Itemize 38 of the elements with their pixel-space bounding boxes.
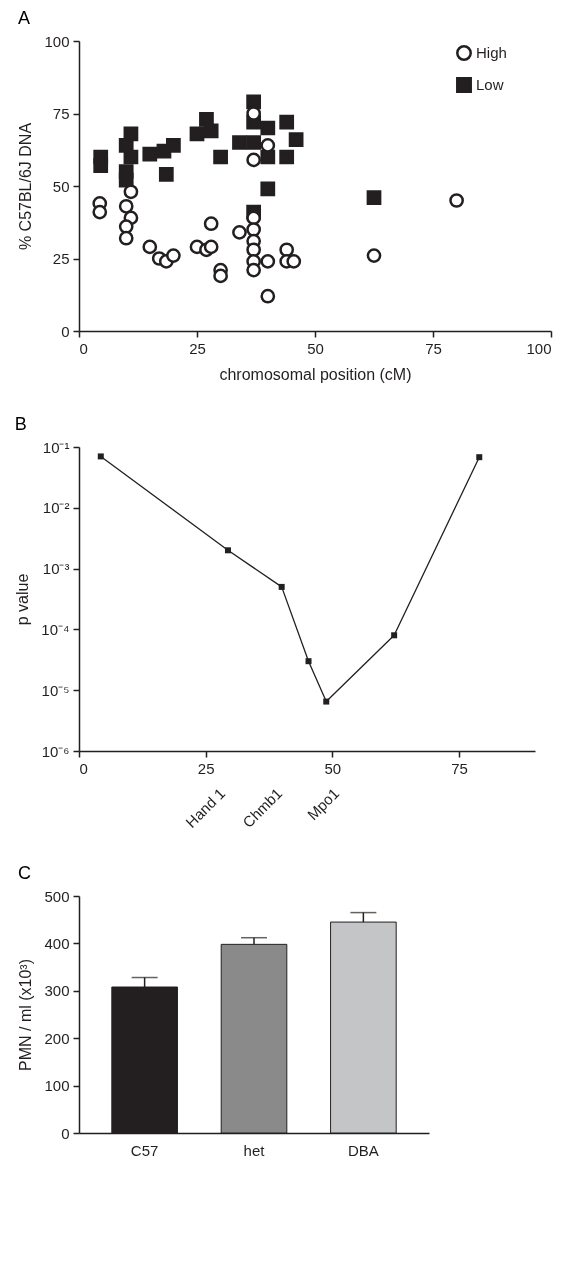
x-tick-label: 100 bbox=[526, 339, 552, 357]
y-tick-label: 10⁻⁵ bbox=[41, 681, 70, 699]
x-tick-label: 75 bbox=[425, 339, 442, 357]
y-tick-label: 100 bbox=[44, 32, 70, 50]
y-axis-title: PMN / ml (x10³) bbox=[17, 959, 35, 1071]
y-tick-label: 50 bbox=[52, 177, 70, 195]
y-tick-label: 75 bbox=[52, 105, 70, 122]
y-axis-title: % C57BL/6J DNA bbox=[17, 122, 35, 251]
y-tick-label: 10⁻⁶ bbox=[41, 742, 70, 760]
y-tick-label: 500 bbox=[44, 887, 70, 905]
x-tick-label: het bbox=[243, 1141, 266, 1159]
y-tick-label: 100 bbox=[44, 1077, 70, 1095]
y-axis-title: p value bbox=[14, 573, 32, 626]
y-tick-label: 10⁻³ bbox=[42, 560, 70, 578]
y-tick-label: 300 bbox=[44, 982, 70, 1000]
x-tick-label: C57 bbox=[130, 1141, 159, 1159]
y-tick-label: 10⁻² bbox=[42, 499, 70, 517]
x-tick-label: DBA bbox=[347, 1141, 379, 1159]
x-tick-label: 0 bbox=[79, 759, 88, 777]
x-axis-title: chromosomal position (cM) bbox=[219, 365, 412, 383]
x-tick-label: 0 bbox=[79, 339, 88, 357]
y-tick-label: 200 bbox=[44, 1029, 70, 1047]
chart-title: C bbox=[17, 863, 31, 883]
legend-label: Low bbox=[476, 76, 504, 93]
x-tick-label: 75 bbox=[451, 759, 468, 777]
x-tick-label: 50 bbox=[324, 759, 342, 777]
y-tick-label: 0 bbox=[61, 1124, 70, 1142]
x-tick-label: 50 bbox=[307, 339, 324, 357]
x-tick-label: 25 bbox=[197, 759, 215, 777]
x-tick-label: 25 bbox=[189, 339, 206, 357]
chart-title: B bbox=[14, 414, 27, 434]
y-tick-label: 10⁻⁴ bbox=[41, 620, 70, 638]
y-tick-label: 400 bbox=[44, 934, 70, 952]
chart-title: A bbox=[17, 8, 30, 28]
y-tick-label: 25 bbox=[52, 250, 70, 267]
y-tick-label: 10⁻¹ bbox=[42, 438, 70, 456]
legend-label: High bbox=[476, 44, 507, 61]
y-tick-label: 0 bbox=[61, 322, 70, 340]
